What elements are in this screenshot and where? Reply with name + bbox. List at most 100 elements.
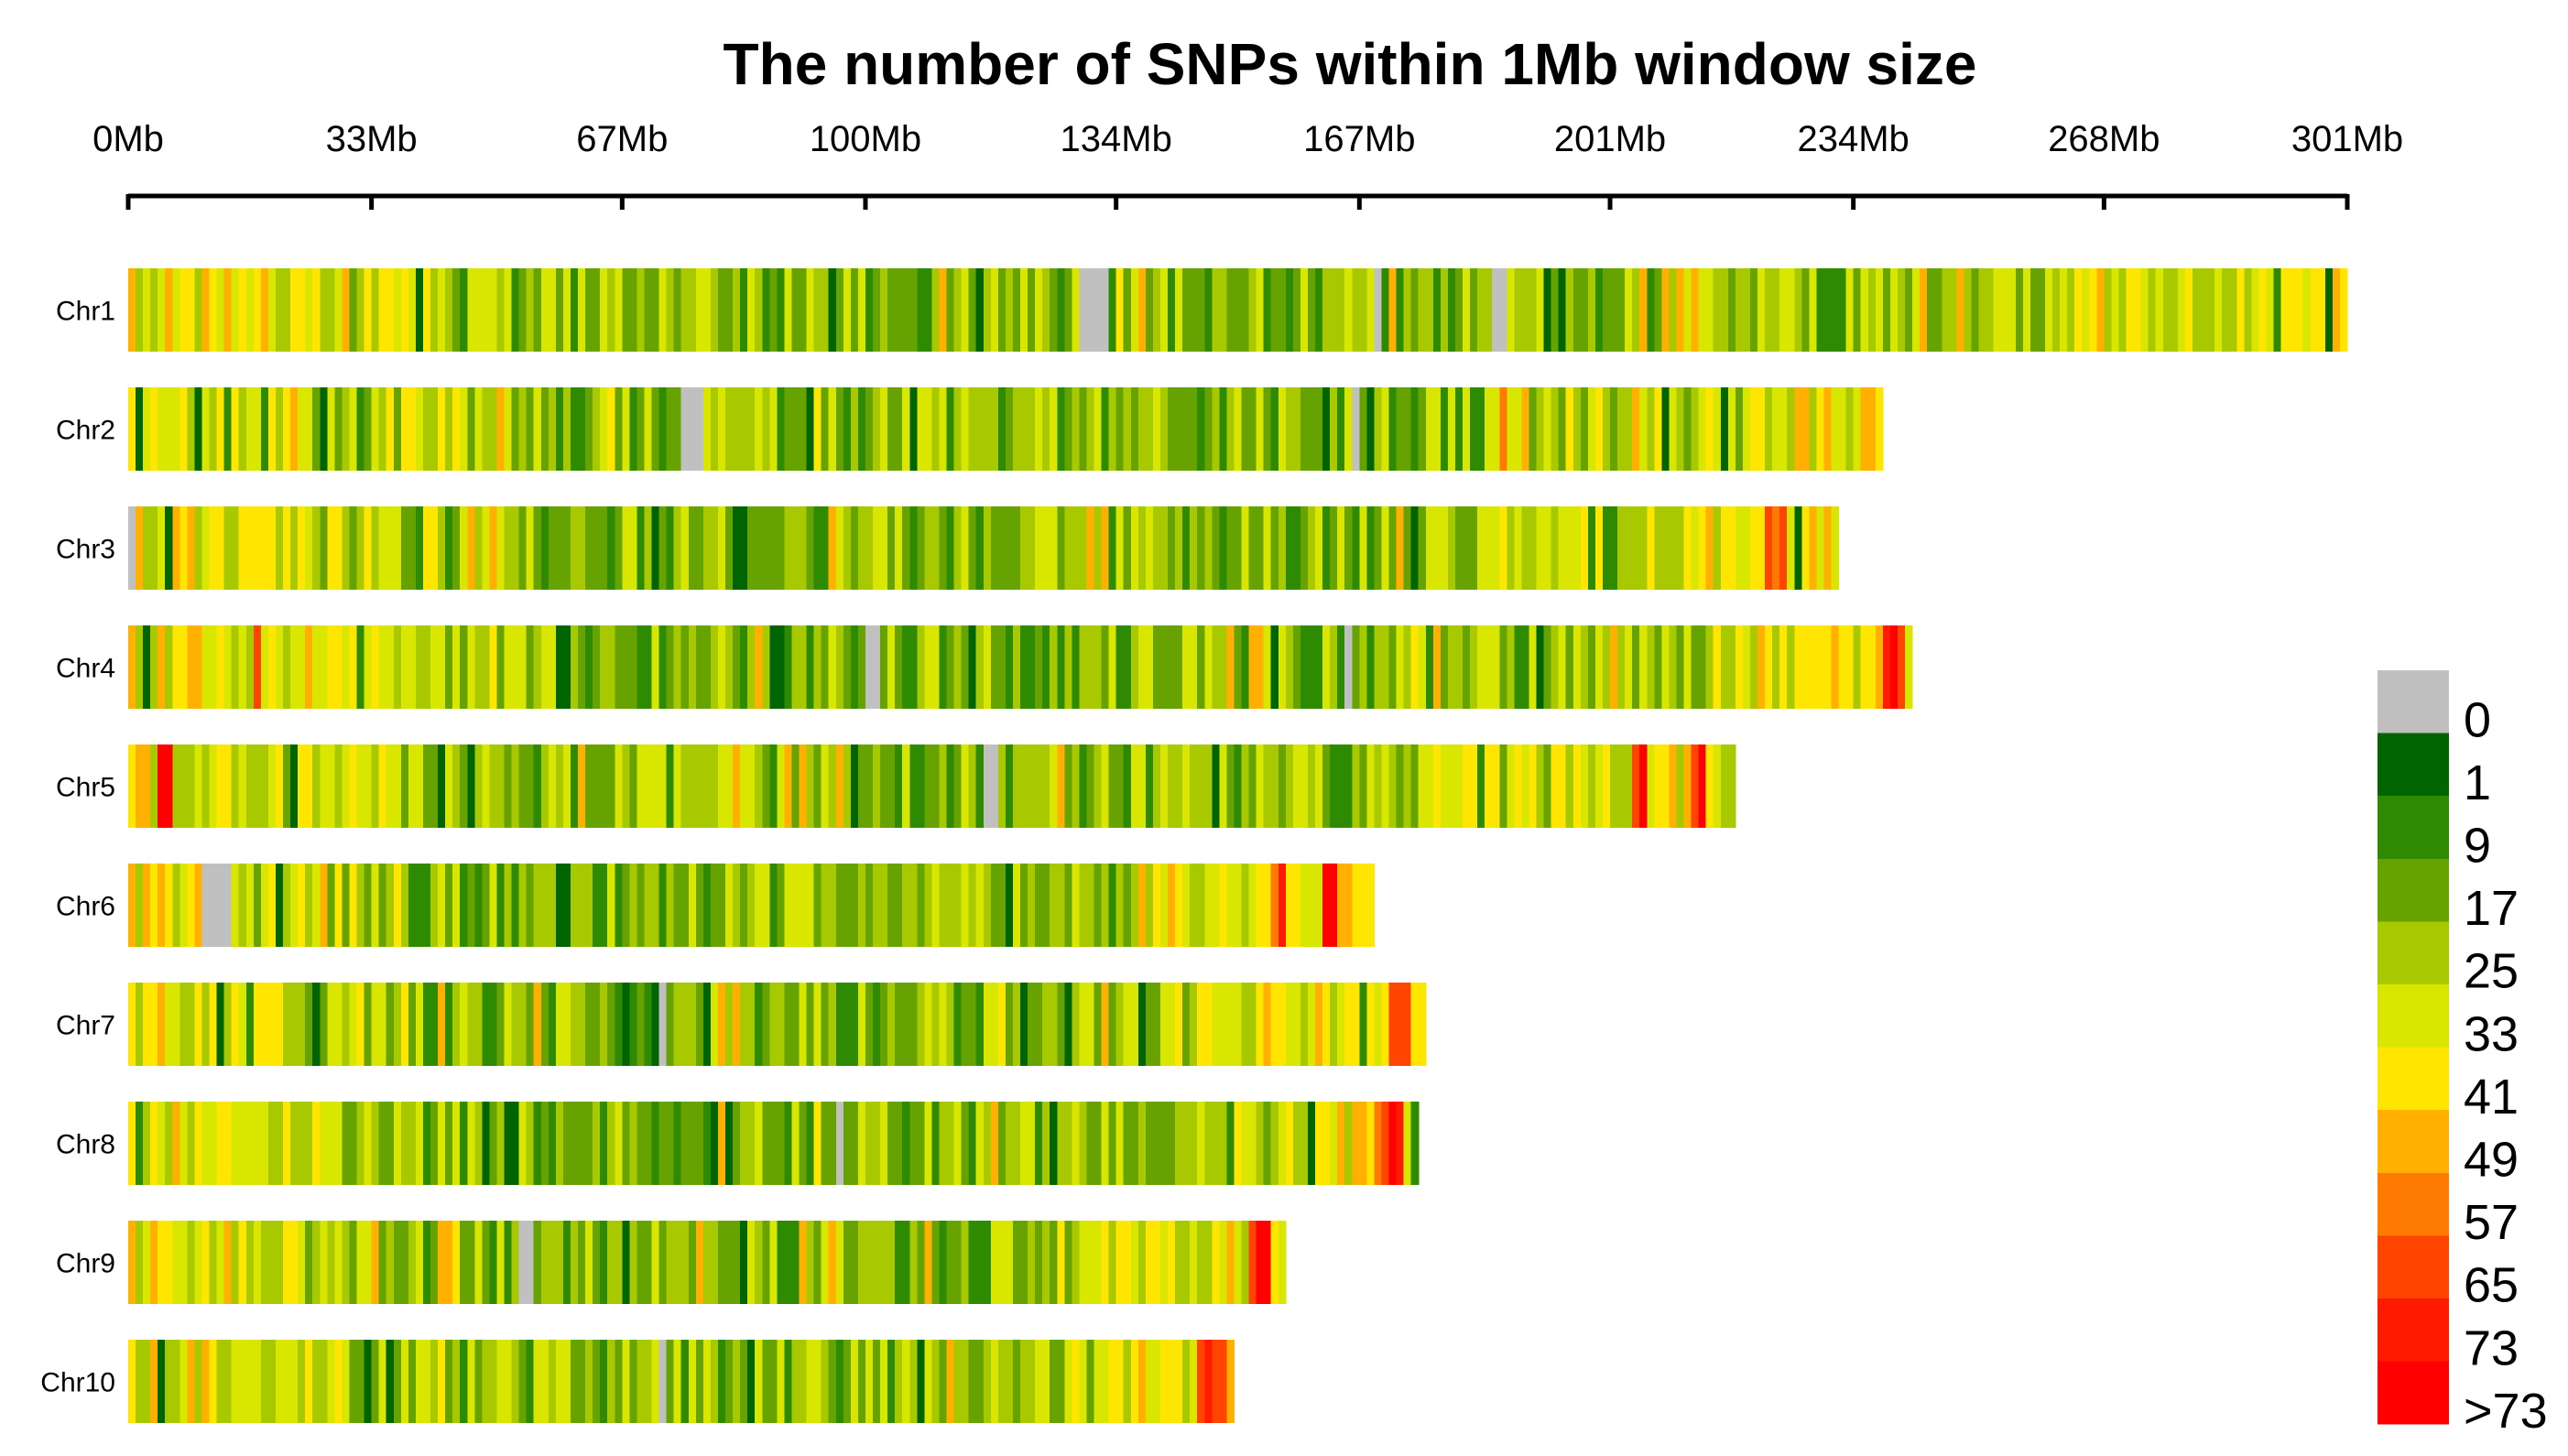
snp-window-cell xyxy=(1381,268,1390,352)
snp-window-cell xyxy=(194,506,203,590)
snp-window-cell xyxy=(1875,625,1884,709)
snp-window-cell xyxy=(902,387,910,471)
snp-window-cell xyxy=(1108,387,1117,471)
snp-window-cell xyxy=(386,1221,395,1304)
snp-window-cell xyxy=(1086,387,1095,471)
snp-window-cell xyxy=(1012,864,1021,947)
snp-window-cell xyxy=(1772,268,1780,352)
snp-window-cell xyxy=(180,506,188,590)
snp-window-cell xyxy=(1337,268,1345,352)
snp-window-cell xyxy=(474,864,483,947)
snp-window-cell xyxy=(1410,387,1420,471)
snp-window-cell xyxy=(1330,983,1338,1066)
x-tick-label: 268Mb xyxy=(2048,119,2160,159)
snp-window-cell xyxy=(216,1102,225,1185)
snp-window-cell xyxy=(1860,387,1869,471)
snp-window-cell xyxy=(887,1340,896,1423)
snp-window-cell xyxy=(2317,268,2326,352)
snp-window-cell xyxy=(1020,268,1028,352)
snp-window-cell xyxy=(1130,268,1139,352)
snp-window-cell xyxy=(356,625,365,709)
snp-window-cell xyxy=(975,1340,985,1423)
snp-window-cell xyxy=(1705,506,1714,590)
snp-window-cell xyxy=(1020,1102,1028,1185)
snp-window-cell xyxy=(857,1221,866,1304)
snp-window-cell xyxy=(2074,268,2083,352)
snp-window-cell xyxy=(201,1221,211,1304)
snp-window-cell xyxy=(438,1102,446,1185)
snp-window-cell xyxy=(1772,387,1780,471)
snp-window-cell xyxy=(518,744,528,828)
snp-window-cell xyxy=(253,1221,262,1304)
snp-window-cell xyxy=(1197,268,1205,352)
snp-window-cell xyxy=(1366,268,1376,352)
snp-window-cell xyxy=(128,268,136,352)
snp-window-cell xyxy=(997,387,1007,471)
snp-window-cell xyxy=(2162,268,2171,352)
snp-window-cell xyxy=(1005,268,1014,352)
snp-window-cell xyxy=(1388,268,1398,352)
snp-window-cell xyxy=(504,1221,513,1304)
snp-window-cell xyxy=(548,625,557,709)
snp-window-cell xyxy=(607,387,615,471)
snp-window-cell xyxy=(651,387,660,471)
snp-window-cell xyxy=(1064,744,1072,828)
snp-window-cell xyxy=(651,1102,660,1185)
snp-window-cell xyxy=(1086,268,1095,352)
snp-window-cell xyxy=(1248,625,1257,709)
snp-window-cell xyxy=(1897,268,1906,352)
snp-window-cell xyxy=(1278,983,1287,1066)
snp-window-cell xyxy=(1418,744,1427,828)
snp-window-cell xyxy=(482,268,491,352)
snp-window-cell xyxy=(489,625,498,709)
snp-window-cell xyxy=(644,864,653,947)
snp-window-cell xyxy=(1307,744,1316,828)
snp-window-cell xyxy=(769,625,778,709)
snp-window-cell xyxy=(615,744,623,828)
snp-window-cell xyxy=(2044,268,2053,352)
snp-window-cell xyxy=(702,744,712,828)
snp-window-cell xyxy=(482,1221,491,1304)
snp-window-cell xyxy=(1352,387,1360,471)
snp-window-cell xyxy=(725,983,734,1066)
snp-window-cell xyxy=(791,506,800,590)
snp-window-cell xyxy=(1514,744,1523,828)
snp-window-cell xyxy=(496,387,506,471)
snp-window-cell xyxy=(931,506,941,590)
snp-window-cell xyxy=(799,506,808,590)
snp-window-cell xyxy=(813,1221,822,1304)
snp-window-cell xyxy=(570,983,579,1066)
snp-window-cell xyxy=(496,506,506,590)
snp-window-cell xyxy=(1256,625,1265,709)
chromosome-label: Chr10 xyxy=(40,1368,115,1398)
snp-window-cell xyxy=(917,387,925,471)
x-tick-label: 134Mb xyxy=(1061,119,1172,159)
snp-window-cell xyxy=(1322,625,1331,709)
snp-window-cell xyxy=(245,506,255,590)
snp-window-cell xyxy=(695,625,704,709)
snp-window-cell xyxy=(2244,268,2252,352)
snp-window-cell xyxy=(562,506,571,590)
snp-window-cell xyxy=(1499,506,1507,590)
snp-window-cell xyxy=(1337,387,1345,471)
snp-window-cell xyxy=(1889,625,1899,709)
snp-window-cell xyxy=(1779,625,1788,709)
snp-window-cell xyxy=(1499,625,1507,709)
snp-window-cell xyxy=(371,268,380,352)
snp-window-cell xyxy=(334,625,343,709)
snp-window-cell xyxy=(253,387,262,471)
snp-window-cell xyxy=(1492,268,1500,352)
snp-window-cell xyxy=(245,387,255,471)
snp-window-cell xyxy=(688,983,697,1066)
snp-window-cell xyxy=(1064,1221,1072,1304)
snp-window-cell xyxy=(680,1221,690,1304)
snp-window-cell xyxy=(710,983,719,1066)
snp-window-cell xyxy=(1050,864,1058,947)
snp-window-cell xyxy=(158,1102,166,1185)
snp-window-cell xyxy=(555,1340,564,1423)
snp-window-cell xyxy=(1359,1102,1367,1185)
snp-window-cell xyxy=(806,1340,815,1423)
snp-window-cell xyxy=(939,506,948,590)
snp-window-cell xyxy=(585,506,593,590)
snp-window-cell xyxy=(504,864,513,947)
